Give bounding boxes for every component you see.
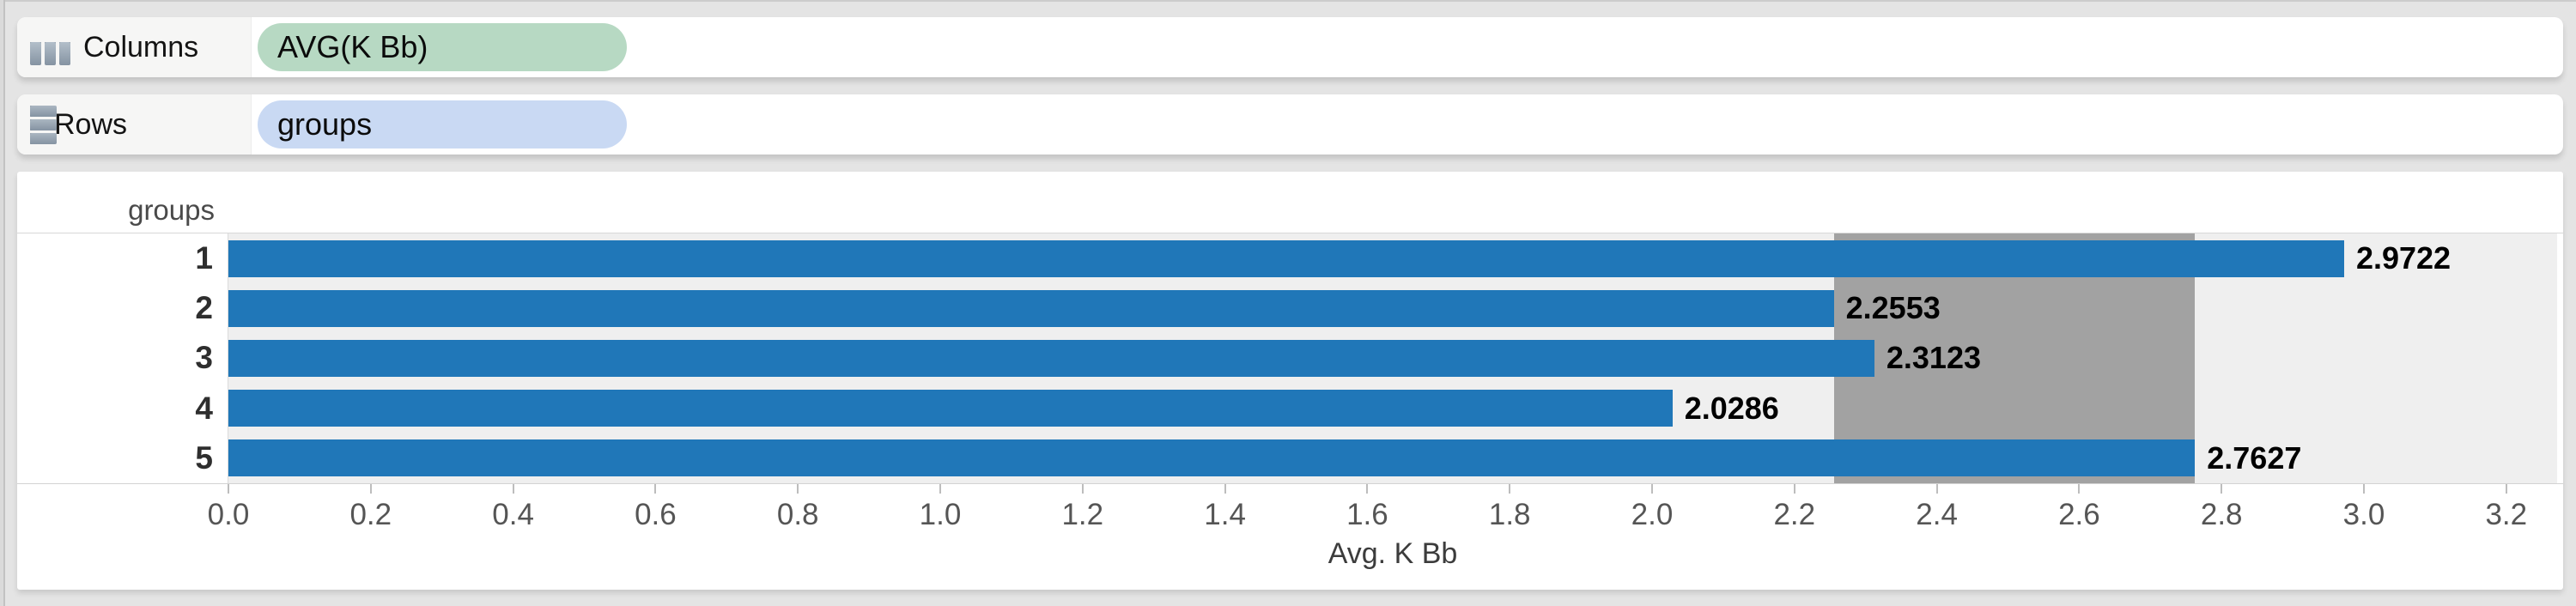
x-axis-tick [1081, 484, 1084, 494]
x-axis-tick [654, 484, 657, 494]
x-axis-tick [939, 484, 941, 494]
bar[interactable] [228, 340, 1874, 377]
x-axis-tick [1651, 484, 1653, 494]
x-axis-tick-label: 0.0 [207, 498, 250, 531]
bar-value-label: 2.9722 [2355, 240, 2451, 276]
bar[interactable] [228, 439, 2196, 477]
columns-shelf[interactable]: Columns AVG(K Bb) [17, 17, 2563, 77]
row-label[interactable]: 4 [195, 390, 213, 426]
rows-shelf-label: Rows [54, 107, 128, 141]
x-axis-tick-label: 0.6 [635, 498, 677, 531]
x-axis-tick [228, 484, 229, 494]
x-axis-tick [512, 484, 514, 494]
x-axis-tick [1935, 484, 1938, 494]
x-axis-tick [2221, 484, 2223, 494]
x-axis-tick-label: 0.4 [492, 498, 534, 531]
x-axis-tick [2078, 484, 2081, 494]
x-axis-tick-label: 1.8 [1488, 498, 1531, 531]
x-axis-line [17, 483, 2563, 484]
bar[interactable] [228, 289, 1834, 327]
bar-value-label: 2.3123 [1886, 340, 1981, 376]
x-axis-tick-label: 0.2 [349, 498, 392, 531]
columns-shelf-label: Columns [83, 30, 199, 64]
row-label[interactable]: 2 [195, 290, 213, 326]
x-axis-tick-label: 3.2 [2485, 498, 2528, 531]
rows-shelf[interactable]: Rows groups [17, 94, 2563, 155]
x-axis-tick [1366, 484, 1369, 494]
left-panel-edge [0, 0, 5, 606]
x-axis-tick-label: 1.4 [1204, 498, 1246, 531]
x-axis-tick-label: 1.2 [1061, 498, 1104, 531]
x-axis-tick [797, 484, 799, 494]
x-axis-tick-label: 2.0 [1631, 498, 1674, 531]
x-axis-tick [2363, 484, 2365, 494]
row-header-field-label[interactable]: groups [128, 194, 215, 226]
x-axis-tick-label: 1.0 [919, 498, 962, 531]
x-axis-tick [2505, 484, 2507, 494]
bar-value-label: 2.2553 [1845, 290, 1941, 326]
x-axis-tick-label: 2.4 [1916, 498, 1958, 531]
x-axis-tick [369, 484, 372, 494]
rows-icon [30, 105, 57, 144]
x-axis-tick-label: 2.6 [2058, 498, 2100, 531]
x-axis-tick [1793, 484, 1795, 494]
x-axis-tick [1224, 484, 1226, 494]
columns-icon [30, 41, 70, 65]
x-axis-title: Avg. K Bb [1327, 537, 1458, 570]
bar[interactable] [228, 239, 2344, 277]
x-axis-tick-label: 2.2 [1773, 498, 1816, 531]
row-label[interactable]: 1 [195, 240, 213, 276]
x-axis-tick [1509, 484, 1511, 494]
x-axis-tick-label: 1.6 [1346, 498, 1388, 531]
bar-value-label: 2.7627 [2207, 439, 2302, 476]
columns-pill[interactable]: AVG(K Bb) [258, 23, 627, 71]
bar[interactable] [228, 390, 1673, 427]
x-axis-tick-label: 2.8 [2200, 498, 2243, 531]
rows-shelf-label-zone: Rows [17, 94, 252, 155]
row-label[interactable]: 5 [195, 439, 213, 476]
x-axis-tick-label: 3.0 [2342, 498, 2385, 531]
row-label[interactable]: 3 [195, 340, 213, 376]
x-axis-tick-label: 0.8 [776, 498, 819, 531]
columns-shelf-label-zone: Columns [17, 17, 252, 77]
rows-pill[interactable]: groups [258, 100, 627, 148]
window-top-edge [0, 0, 2576, 2]
bar-value-label: 2.0286 [1684, 390, 1779, 426]
chart-panel: groups 1 2.9722 2 2.2553 3 2.3123 4 2.0286 5 2.76… [17, 172, 2563, 590]
